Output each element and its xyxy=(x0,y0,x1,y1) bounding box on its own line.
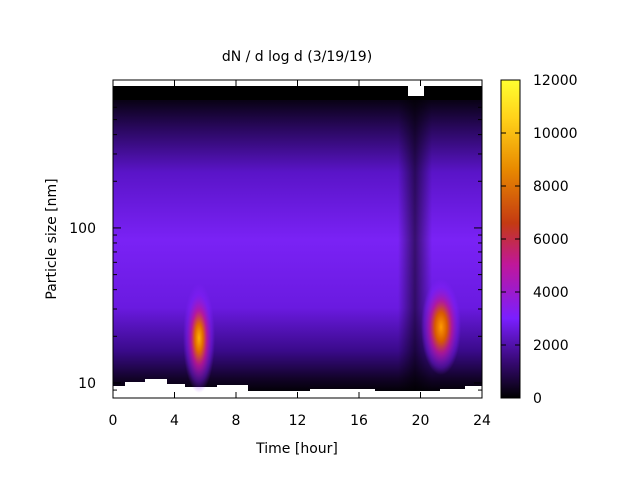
x-axis-ticks: 0 4 8 12 16 20 24 xyxy=(109,80,491,429)
colorbar-tick-label: 2000 xyxy=(533,338,569,354)
y-axis-ticks: 10 100 xyxy=(69,79,482,399)
heatmap-top-edge xyxy=(113,86,482,100)
colorbar-tick-label: 10000 xyxy=(533,126,578,142)
y-tick-label: 10 xyxy=(78,376,96,392)
feature-blob xyxy=(421,279,461,375)
heatmap-top-notch xyxy=(408,86,424,96)
y-axis-label: Particle size [nm] xyxy=(44,178,60,299)
x-tick-label: 20 xyxy=(412,413,430,429)
colorbar-tick-label: 12000 xyxy=(533,73,578,89)
colorbar-ticks: 0 2000 4000 6000 8000 10000 12000 xyxy=(501,73,578,407)
x-tick-label: 24 xyxy=(473,413,491,429)
x-tick-label: 0 xyxy=(109,413,118,429)
chart-title: dN / d log d (3/19/19) xyxy=(222,49,372,65)
heatmap-bottom-gap xyxy=(113,379,482,398)
colorbar-tick-label: 6000 xyxy=(533,232,569,248)
x-tick-label: 8 xyxy=(232,413,241,429)
x-tick-label: 4 xyxy=(170,413,179,429)
x-tick-label: 12 xyxy=(289,413,307,429)
colorbar-tick-label: 0 xyxy=(533,391,542,407)
colorbar-tick-label: 8000 xyxy=(533,179,569,195)
colorbar-tick-label: 4000 xyxy=(533,285,569,301)
feature-blob xyxy=(183,283,215,393)
y-tick-label: 100 xyxy=(69,221,96,237)
heatmap-plot-area xyxy=(113,86,482,398)
x-axis-label: Time [hour] xyxy=(255,441,338,457)
x-tick-label: 16 xyxy=(350,413,368,429)
